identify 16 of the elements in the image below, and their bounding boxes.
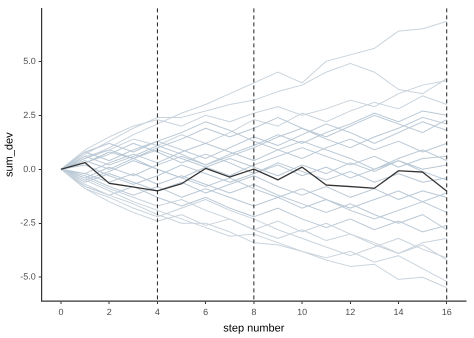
y-axis-title: sum_dev <box>4 132 16 178</box>
x-tick-label: 16 <box>442 306 452 317</box>
y-tick-label: -5.0 <box>20 272 36 282</box>
x-tick-label: 12 <box>345 306 356 317</box>
x-tick-label: 8 <box>251 306 256 317</box>
x-tick-label: 4 <box>154 306 160 317</box>
x-axis-title: step number <box>223 322 285 334</box>
y-tick-label: -2.5 <box>20 218 36 228</box>
x-tick-label: 6 <box>203 306 208 317</box>
y-tick-label: 5.0 <box>23 56 36 66</box>
y-tick-label: 2.5 <box>23 110 36 120</box>
x-tick-label: 0 <box>58 306 64 317</box>
y-tick-label: 0.0 <box>23 164 36 174</box>
x-tick-label: 14 <box>393 306 404 317</box>
x-tick-label: 10 <box>297 306 308 317</box>
x-tick-label: 2 <box>106 306 112 317</box>
